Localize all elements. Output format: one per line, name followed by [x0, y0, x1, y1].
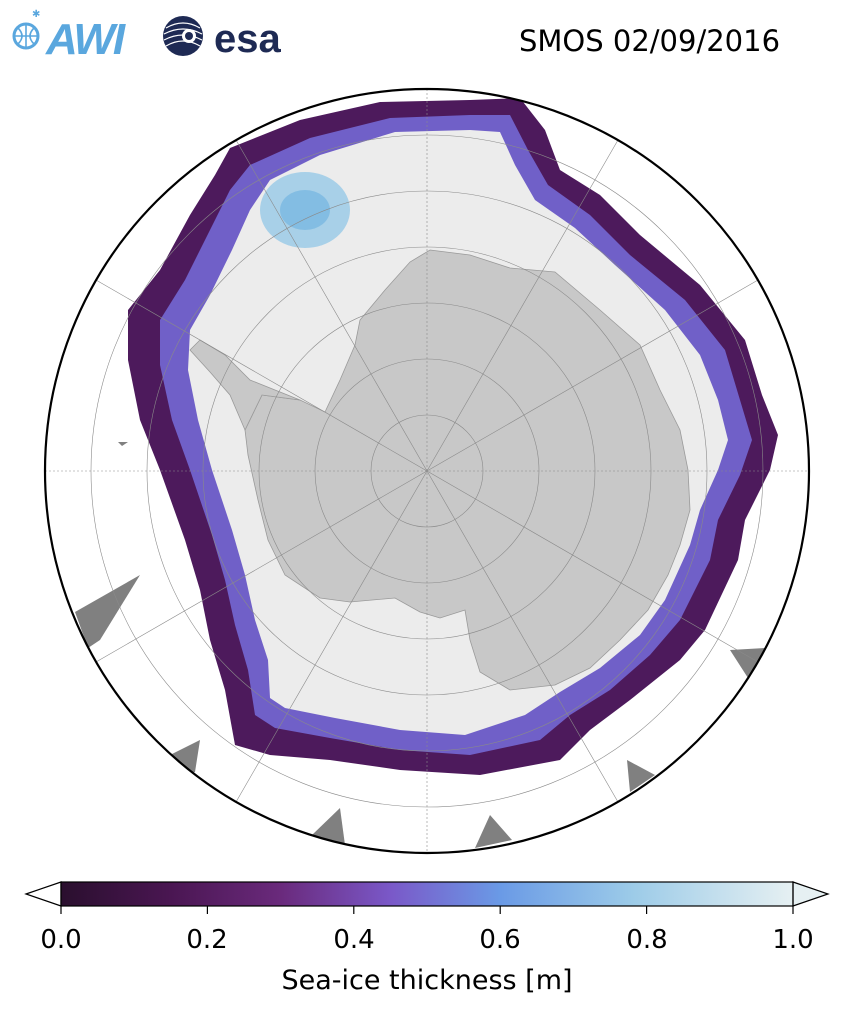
colorbar-tick-label: 0.8: [626, 925, 668, 955]
antarctica-land: [244, 249, 691, 691]
esa-logo: esa: [163, 16, 281, 61]
meridians: [45, 89, 809, 853]
colorbar-tick-label: 0.0: [40, 925, 82, 955]
colorbar: [24, 881, 830, 914]
colorbar-tick-label: 0.2: [186, 925, 228, 955]
colorbar-tick-label: 1.0: [772, 925, 814, 955]
antarctic-peninsula: [189, 339, 301, 431]
map-boundary: [43, 87, 811, 855]
awi-logo: ✱ AWI: [12, 9, 128, 64]
colorbar-tick-label: 0.6: [479, 925, 521, 955]
esa-logo-text: esa: [214, 17, 281, 61]
esa-emblem-icon: [163, 16, 203, 56]
colorbar-tick-label: 0.4: [333, 925, 375, 955]
page-title: SMOS 02/09/2016: [519, 24, 781, 58]
awi-logo-text: AWI: [45, 15, 126, 64]
no-data-patches: [75, 442, 765, 848]
colorbar-extend-low: [24, 881, 62, 907]
colorbar-label: Sea-ice thickness [m]: [281, 965, 573, 996]
colorbar-gradient: [61, 882, 793, 906]
colorbar-extend-high: [792, 881, 830, 907]
svg-text:✱: ✱: [32, 9, 40, 20]
